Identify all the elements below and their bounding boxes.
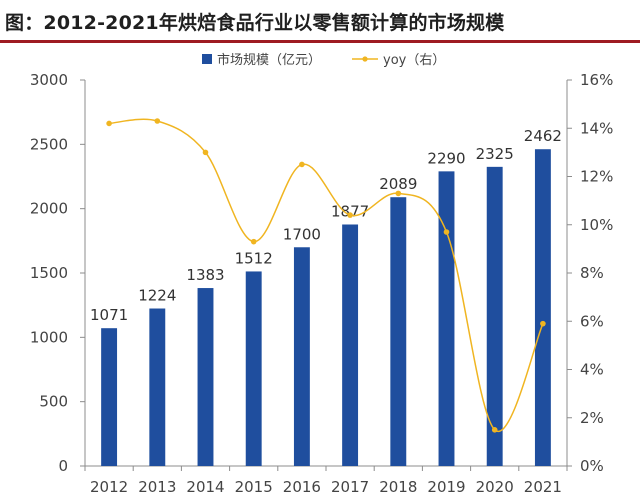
left-tick-label: 2500	[30, 135, 68, 153]
right-axis: 0% 2% 4% 6% 8% 10% 12% 14% 16%	[566, 71, 613, 475]
bar	[197, 288, 214, 466]
bar	[101, 328, 118, 466]
left-tick-label: 0	[58, 457, 68, 475]
bar-data-label: 2290	[427, 149, 465, 167]
bar-data-label: 1512	[235, 249, 273, 267]
left-axis: 0 500 1000 1500 2000 2500 3000	[30, 71, 86, 475]
right-tick-label: 10%	[580, 216, 613, 234]
right-tick-label: 6%	[580, 312, 604, 330]
right-tick-label: 0%	[580, 457, 604, 475]
bar	[245, 271, 262, 466]
right-tick-label: 14%	[580, 119, 613, 137]
right-tick-label: 2%	[580, 409, 604, 427]
x-tick-label: 2021	[524, 478, 562, 496]
yoy-point	[443, 229, 450, 235]
left-tick-label: 1500	[30, 264, 68, 282]
bar-data-label: 2089	[379, 175, 417, 193]
right-tick-label: 8%	[580, 264, 604, 282]
bar	[149, 308, 166, 466]
bar	[342, 224, 359, 466]
bar	[534, 149, 551, 467]
legend-bar-swatch	[202, 54, 212, 64]
x-tick-label: 2019	[427, 478, 465, 496]
bar	[293, 247, 310, 466]
x-tick-label: 2016	[283, 478, 321, 496]
yoy-point	[106, 120, 112, 127]
bar	[390, 197, 407, 466]
left-tick-label: 3000	[30, 71, 68, 89]
yoy-point	[491, 427, 498, 433]
bar-data-label: 2325	[476, 145, 514, 163]
bar-data-label: 1700	[283, 225, 321, 243]
title-rule	[0, 40, 640, 43]
yoy-series	[106, 118, 546, 433]
left-tick-label: 2000	[30, 200, 68, 218]
bar-series	[101, 149, 551, 467]
x-axis: 2012 2013 2014 2015 2016 2017 2018 2019 2020 2021	[84, 465, 568, 496]
left-tick-label: 1000	[30, 328, 68, 346]
legend: 市场规模（亿元） yoy（右）	[202, 52, 445, 68]
x-tick-label: 2017	[331, 478, 369, 496]
legend-bar-label: 市场规模（亿元）	[217, 52, 321, 68]
x-tick-label: 2013	[138, 478, 176, 496]
legend-line-marker	[362, 56, 368, 62]
legend-line-label: yoy（右）	[383, 53, 445, 68]
bar	[486, 166, 503, 466]
chart-title: 图：2012-2021年烘焙食品行业以零售额计算的市场规模	[5, 12, 505, 34]
x-tick-label: 2015	[235, 478, 273, 496]
left-tick-label: 500	[39, 393, 68, 411]
yoy-point	[540, 320, 546, 327]
bar-data-label: 2462	[524, 127, 562, 145]
x-tick-label: 2012	[90, 478, 128, 496]
yoy-point	[299, 161, 305, 168]
right-tick-label: 12%	[580, 168, 613, 186]
yoy-point	[395, 190, 402, 197]
right-tick-label: 4%	[580, 361, 604, 379]
yoy-point	[347, 212, 353, 218]
x-tick-label: 2020	[476, 478, 514, 496]
bar	[438, 171, 455, 466]
x-tick-label: 2018	[379, 478, 417, 496]
yoy-point	[250, 238, 257, 245]
bar-data-label: 1383	[186, 266, 224, 284]
right-tick-label: 16%	[580, 71, 613, 89]
yoy-point	[154, 118, 161, 124]
x-tick-label: 2014	[186, 478, 224, 496]
bar-data-label: 1071	[90, 306, 128, 324]
yoy-line	[109, 118, 544, 433]
yoy-point	[202, 149, 209, 156]
bar-data-label: 1224	[138, 287, 176, 305]
